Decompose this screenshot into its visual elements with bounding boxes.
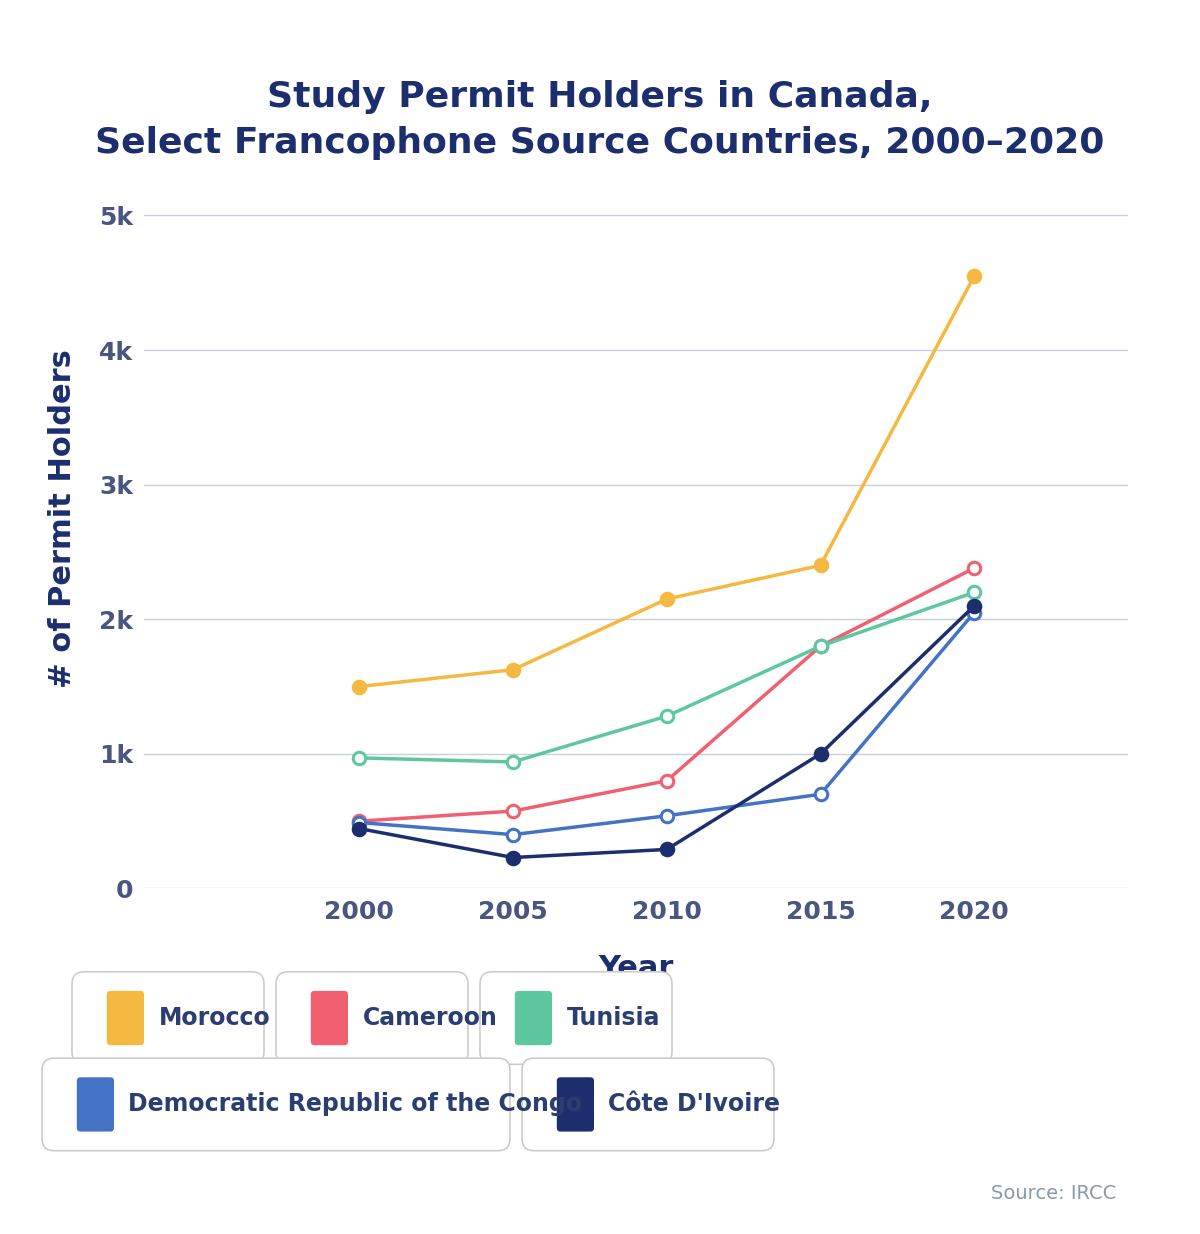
Text: Côte D'Ivoire: Côte D'Ivoire <box>608 1092 780 1117</box>
Y-axis label: # of Permit Holders: # of Permit Holders <box>48 349 77 687</box>
Text: Morocco: Morocco <box>158 1006 270 1030</box>
X-axis label: Year: Year <box>599 954 673 983</box>
Text: Democratic Republic of the Congo: Democratic Republic of the Congo <box>128 1092 582 1117</box>
Text: Study Permit Holders in Canada,
Select Francophone Source Countries, 2000–2020: Study Permit Holders in Canada, Select F… <box>95 80 1105 160</box>
Text: Source: IRCC: Source: IRCC <box>991 1185 1116 1203</box>
Text: Cameroon: Cameroon <box>362 1006 497 1030</box>
Text: Tunisia: Tunisia <box>566 1006 660 1030</box>
